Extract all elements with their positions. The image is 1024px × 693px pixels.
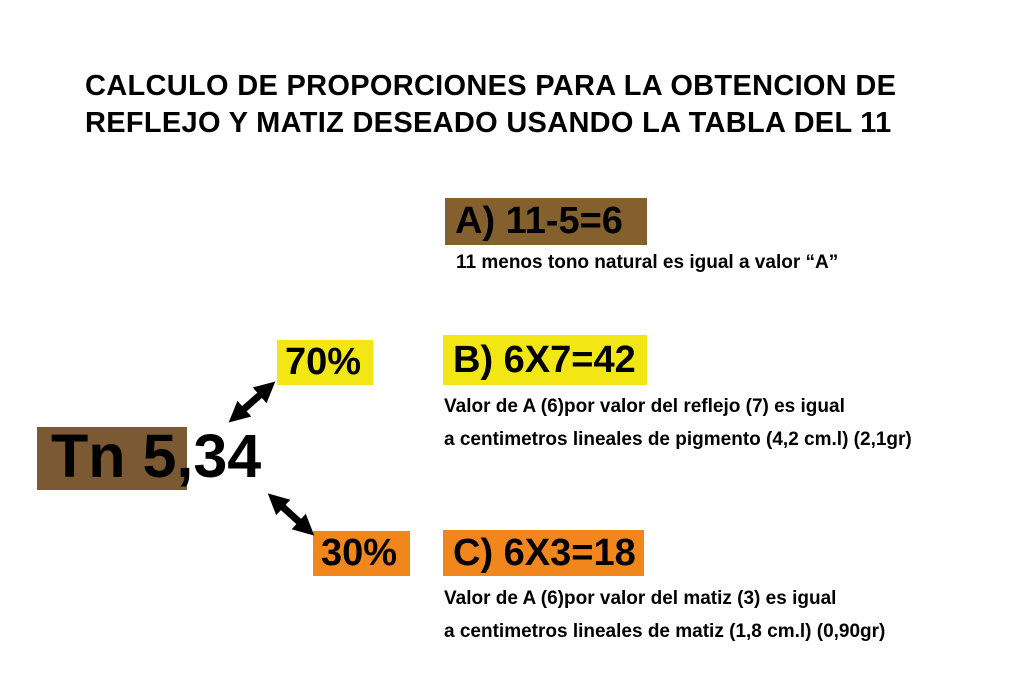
tone-label: Tn 5,34 (51, 422, 262, 490)
step-b-description-line-1: Valor de A (6)por valor del reflejo (7) … (444, 396, 845, 417)
step-a-description: 11 menos tono natural es igual a valor “… (456, 252, 839, 273)
step-c-heading: C) 6X3=18 (443, 530, 644, 576)
double-arrow-down-right-icon (267, 493, 315, 536)
double-arrow-up-right-icon (228, 381, 276, 423)
page-title-line-2: REFLEJO Y MATIZ DESEADO USANDO LA TABLA … (85, 107, 892, 139)
step-a-heading: A) 11-5=6 (445, 198, 647, 245)
step-b-heading: B) 6X7=42 (443, 335, 647, 385)
step-b-description-line-2: a centimetros lineales de pigmento (4,2 … (444, 429, 912, 450)
page-title-line-1: CALCULO DE PROPORCIONES PARA LA OBTENCIO… (85, 70, 897, 102)
step-c-description-line-1: Valor de A (6)por valor del matiz (3) es… (444, 588, 837, 609)
reflejo-percent-badge: 70% (277, 340, 373, 385)
step-c-description-line-2: a centimetros lineales de matiz (1,8 cm.… (444, 621, 886, 642)
tone-highlight-box (37, 427, 187, 490)
matiz-percent-badge: 30% (313, 531, 410, 576)
